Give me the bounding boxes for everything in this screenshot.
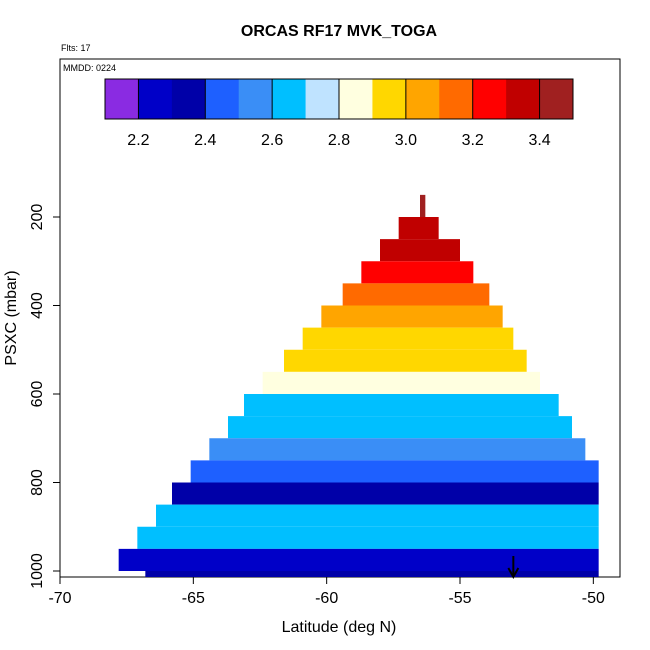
colorbar-swatch-13 — [539, 79, 574, 119]
x-axis: -70 -65 -60 -55 -50 — [48, 577, 605, 607]
heatmap-row-10 — [228, 416, 572, 439]
heatmap-row-8 — [262, 371, 540, 394]
colorbar-tick-label-3: 2.8 — [328, 132, 350, 149]
colorbar-swatch-0 — [105, 79, 139, 119]
heatmap-row-1 — [398, 217, 439, 240]
flights-annotation: Flts: 17 — [61, 43, 91, 53]
heatmap-row-2 — [380, 239, 460, 262]
colorbar-tick-label-6: 3.4 — [528, 132, 550, 149]
heatmap-row-16 — [118, 548, 599, 571]
heatmap-layer — [118, 194, 599, 577]
x-tick-label-3: -55 — [448, 590, 471, 607]
colorbar-swatch-3 — [205, 79, 240, 119]
y-tick-label-0: 200 — [29, 204, 46, 231]
colorbar: 2.2 2.4 2.6 2.8 3.0 3.2 3.4 — [104, 78, 574, 149]
heatmap-row-9 — [244, 394, 559, 417]
colorbar-swatch-10 — [439, 79, 474, 119]
colorbar-swatch-5 — [272, 79, 307, 119]
heatmap-row-14 — [156, 504, 599, 527]
colorbar-swatch-7 — [339, 79, 373, 119]
x-tick-label-1: -65 — [182, 590, 205, 607]
colorbar-swatch-1 — [138, 79, 173, 119]
heatmap-row-12 — [190, 460, 599, 483]
y-tick-label-1: 400 — [29, 292, 46, 319]
colorbar-swatch-9 — [405, 79, 440, 119]
colorbar-swatch-4 — [238, 79, 273, 119]
x-tick-label-2: -60 — [315, 590, 338, 607]
colorbar-swatch-8 — [372, 79, 407, 119]
heatmap-row-15 — [137, 526, 599, 549]
chart-title: ORCAS RF17 MVK_TOGA — [241, 23, 438, 40]
y-tick-label-2: 600 — [29, 381, 46, 408]
y-tick-label-3: 800 — [29, 469, 46, 496]
date-annotation: MMDD: 0224 — [63, 63, 116, 73]
colorbar-swatch-2 — [171, 79, 206, 119]
x-axis-label: Latitude (deg N) — [282, 619, 397, 636]
colorbar-tick-label-5: 3.2 — [462, 132, 484, 149]
heatmap-row-13 — [172, 482, 599, 505]
plot-area: MMDD: 0224 2.2 2.4 2.6 2.8 3.0 3.2 3.4 — [59, 58, 621, 580]
y-axis: 200 400 600 800 1000 — [29, 204, 60, 589]
heatmap-row-4 — [342, 283, 490, 306]
marker-layer — [507, 556, 520, 580]
colorbar-swatch-12 — [506, 79, 541, 119]
heatmap-row-5 — [321, 305, 503, 328]
colorbar-tick-label-1: 2.4 — [194, 132, 216, 149]
heatmap-row-17 — [145, 571, 599, 577]
colorbar-tick-label-0: 2.2 — [127, 132, 149, 149]
x-tick-label-4: -50 — [582, 590, 605, 607]
colorbar-tick-label-4: 3.0 — [395, 132, 417, 149]
heatmap-row-6 — [302, 327, 514, 350]
heatmap-row-7 — [284, 349, 527, 372]
x-tick-label-0: -70 — [48, 590, 71, 607]
heatmap-row-11 — [209, 438, 586, 461]
marker-arrow-head — [507, 567, 520, 580]
colorbar-tick-label-2: 2.6 — [261, 132, 283, 149]
heatmap-row-3 — [361, 261, 474, 284]
y-axis-label: PSXC (mbar) — [3, 270, 20, 365]
colorbar-swatch-6 — [305, 79, 340, 119]
heatmap-row-0 — [420, 194, 426, 217]
colorbar-swatch-11 — [472, 79, 507, 119]
y-tick-label-4: 1000 — [29, 553, 46, 589]
